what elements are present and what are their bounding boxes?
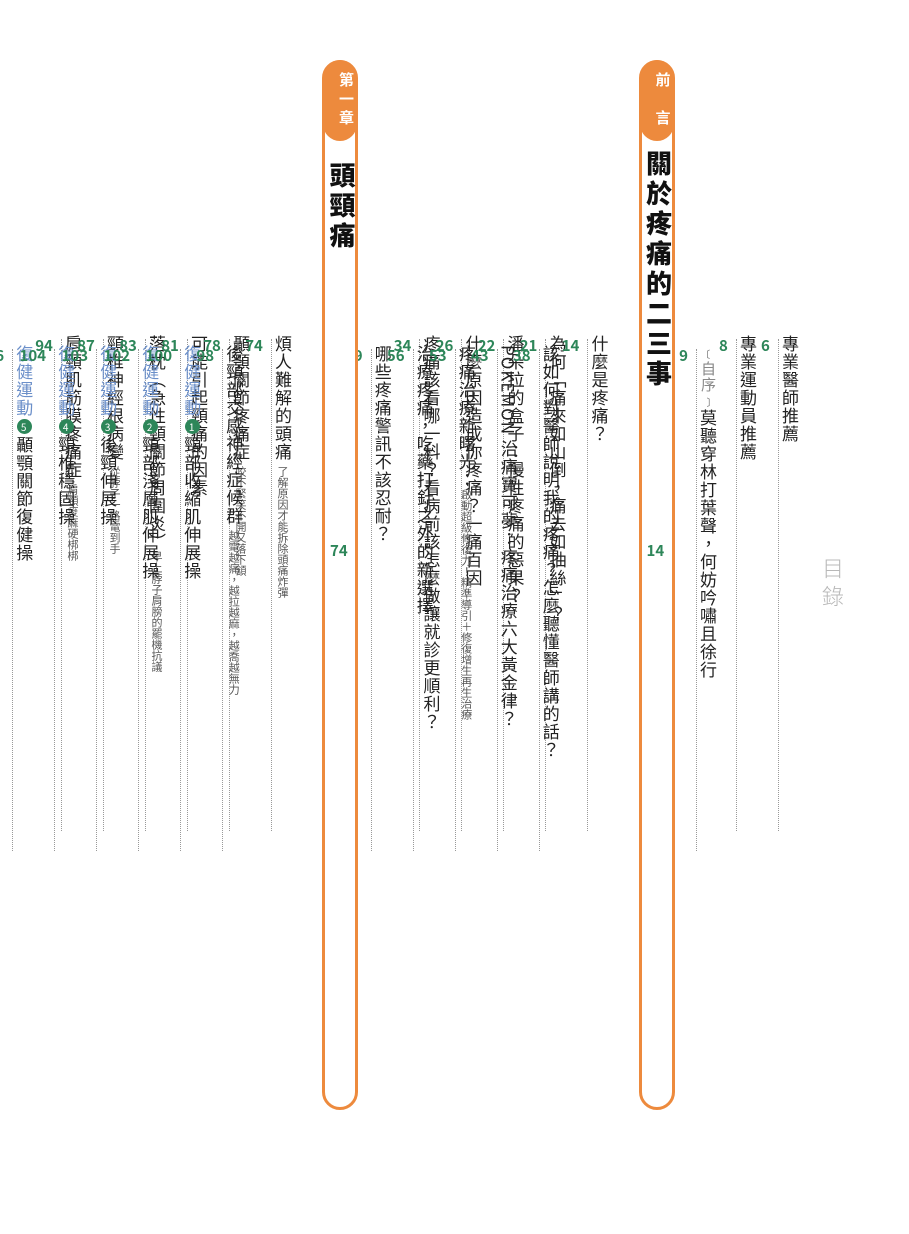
entry-text: 什麼是疼痛？ bbox=[588, 335, 610, 835]
entry-inner-text: 莫聽穿林打葉聲，何妨吟嘯且徐行 bbox=[696, 409, 721, 679]
page-number: 53 bbox=[429, 345, 447, 855]
leader-dots bbox=[54, 349, 55, 851]
entry-subtext: 了解原因才能拆除頭痛炸彈 bbox=[275, 466, 291, 598]
toc-header-col: 目錄 bbox=[819, 60, 849, 1110]
page-number: 100 bbox=[146, 345, 173, 855]
entry-text: 專業運動員推薦 bbox=[737, 335, 759, 835]
front-col-1: 專業醫師推薦 6 bbox=[777, 60, 801, 1110]
section-title: 關於疼痛的二三事 bbox=[641, 150, 678, 390]
toc-entry: 後頸部交感神經症候群 越電越痛，越拉越麻，越喬越無力 98 bbox=[196, 345, 245, 855]
entry-inner-text: 後頸部交感神經症候群 bbox=[222, 345, 247, 530]
leader-dots bbox=[413, 349, 414, 851]
leader-dots bbox=[222, 349, 223, 851]
preface-col-1: 什麼是疼痛？ 14 該如何對醫師說明我的疼痛？怎麼聽懂醫師講的話？ 38 bbox=[587, 60, 611, 1110]
page-number: 74 bbox=[245, 335, 263, 835]
entry-text: 後頸部交感神經症候群 越電越痛，越拉越麻，越喬越無力 bbox=[223, 345, 245, 855]
page-number: 6 bbox=[761, 335, 770, 835]
leader-dots bbox=[539, 349, 540, 851]
section-title: 頭頸痛 bbox=[324, 162, 361, 252]
entry-inner-text: 煩人難解的頭痛 bbox=[271, 335, 296, 466]
entry-prefix: ﹝自序﹞ bbox=[698, 345, 719, 409]
page-number: 14 bbox=[562, 335, 580, 835]
page-number: 56 bbox=[387, 345, 405, 855]
leader-dots bbox=[180, 349, 181, 851]
toc-page: 目錄 專業醫師推薦 6 專業運動員推薦 8 ﹝自序﹞莫聽穿林打葉聲，何妨吟嘯且徐… bbox=[0, 0, 909, 1234]
leader-dots bbox=[12, 349, 13, 851]
toc-entry: 該如何對醫師說明我的疼痛？怎麼聽懂醫師講的話？ 38 bbox=[513, 345, 562, 855]
page-number: 38 bbox=[513, 345, 531, 855]
toc-entry: 什麼是疼痛？ 14 bbox=[562, 335, 611, 835]
leader-dots bbox=[455, 349, 456, 851]
leader-dots bbox=[696, 349, 697, 851]
front-col-2: 專業運動員推薦 8 ﹝自序﹞莫聽穿林打葉聲，何妨吟嘯且徐行 9 bbox=[735, 60, 759, 1110]
leader-dots bbox=[497, 349, 498, 851]
page-number: 43 bbox=[471, 345, 489, 855]
entry-text: 該如何對醫師說明我的疼痛？怎麼聽懂醫師講的話？ bbox=[540, 345, 562, 855]
page-number: 106 bbox=[0, 345, 4, 855]
toc-entry: 復健運動1頸部收縮肌伸展操 100 bbox=[146, 345, 204, 855]
leader-dots bbox=[96, 349, 97, 851]
ch1-col-1: 煩人難解的頭痛 了解原因才能拆除頭痛炸彈 74 後頸部交感神經症候群 越電越痛，… bbox=[270, 60, 294, 1110]
toc-entry: 煩人難解的頭痛 了解原因才能拆除頭痛炸彈 74 bbox=[245, 335, 294, 835]
page-number: 104 bbox=[20, 345, 47, 855]
leader-dots bbox=[271, 339, 272, 831]
entry-text: 專業醫師推薦 bbox=[779, 335, 801, 835]
page-number: 103 bbox=[62, 345, 89, 855]
toc-label: 目錄 bbox=[817, 557, 849, 613]
page-number: 102 bbox=[104, 345, 131, 855]
page-number: 98 bbox=[196, 345, 214, 855]
section-pill-label: 前 言 bbox=[640, 60, 674, 141]
entry-text: ﹝自序﹞莫聽穿林打葉聲，何妨吟嘯且徐行 bbox=[697, 345, 719, 855]
leader-dots bbox=[778, 339, 779, 831]
entry-text: 煩人難解的頭痛 了解原因才能拆除頭痛炸彈 bbox=[272, 335, 294, 835]
section-page: 74 bbox=[330, 540, 348, 561]
leader-dots bbox=[587, 339, 588, 831]
leader-dots bbox=[371, 349, 372, 851]
section-page: 14 bbox=[647, 540, 665, 561]
toc-entry: 專業醫師推薦 6 bbox=[761, 335, 801, 835]
section-preface: 前 言 關於疼痛的二三事 14 bbox=[629, 60, 682, 1194]
leader-dots bbox=[736, 339, 737, 831]
section-pill-label: 第一章 bbox=[323, 60, 357, 141]
section-ch1: 第一章 頭頸痛 74 bbox=[312, 60, 365, 1194]
toc-entry: 專業運動員推薦 8 bbox=[719, 335, 759, 835]
leader-dots bbox=[138, 349, 139, 851]
toc-entry: ﹝自序﹞莫聽穿林打葉聲，何妨吟嘯且徐行 9 bbox=[679, 345, 719, 855]
entry-subtext: 越電越痛，越拉越麻，越喬越無力 bbox=[226, 530, 242, 695]
